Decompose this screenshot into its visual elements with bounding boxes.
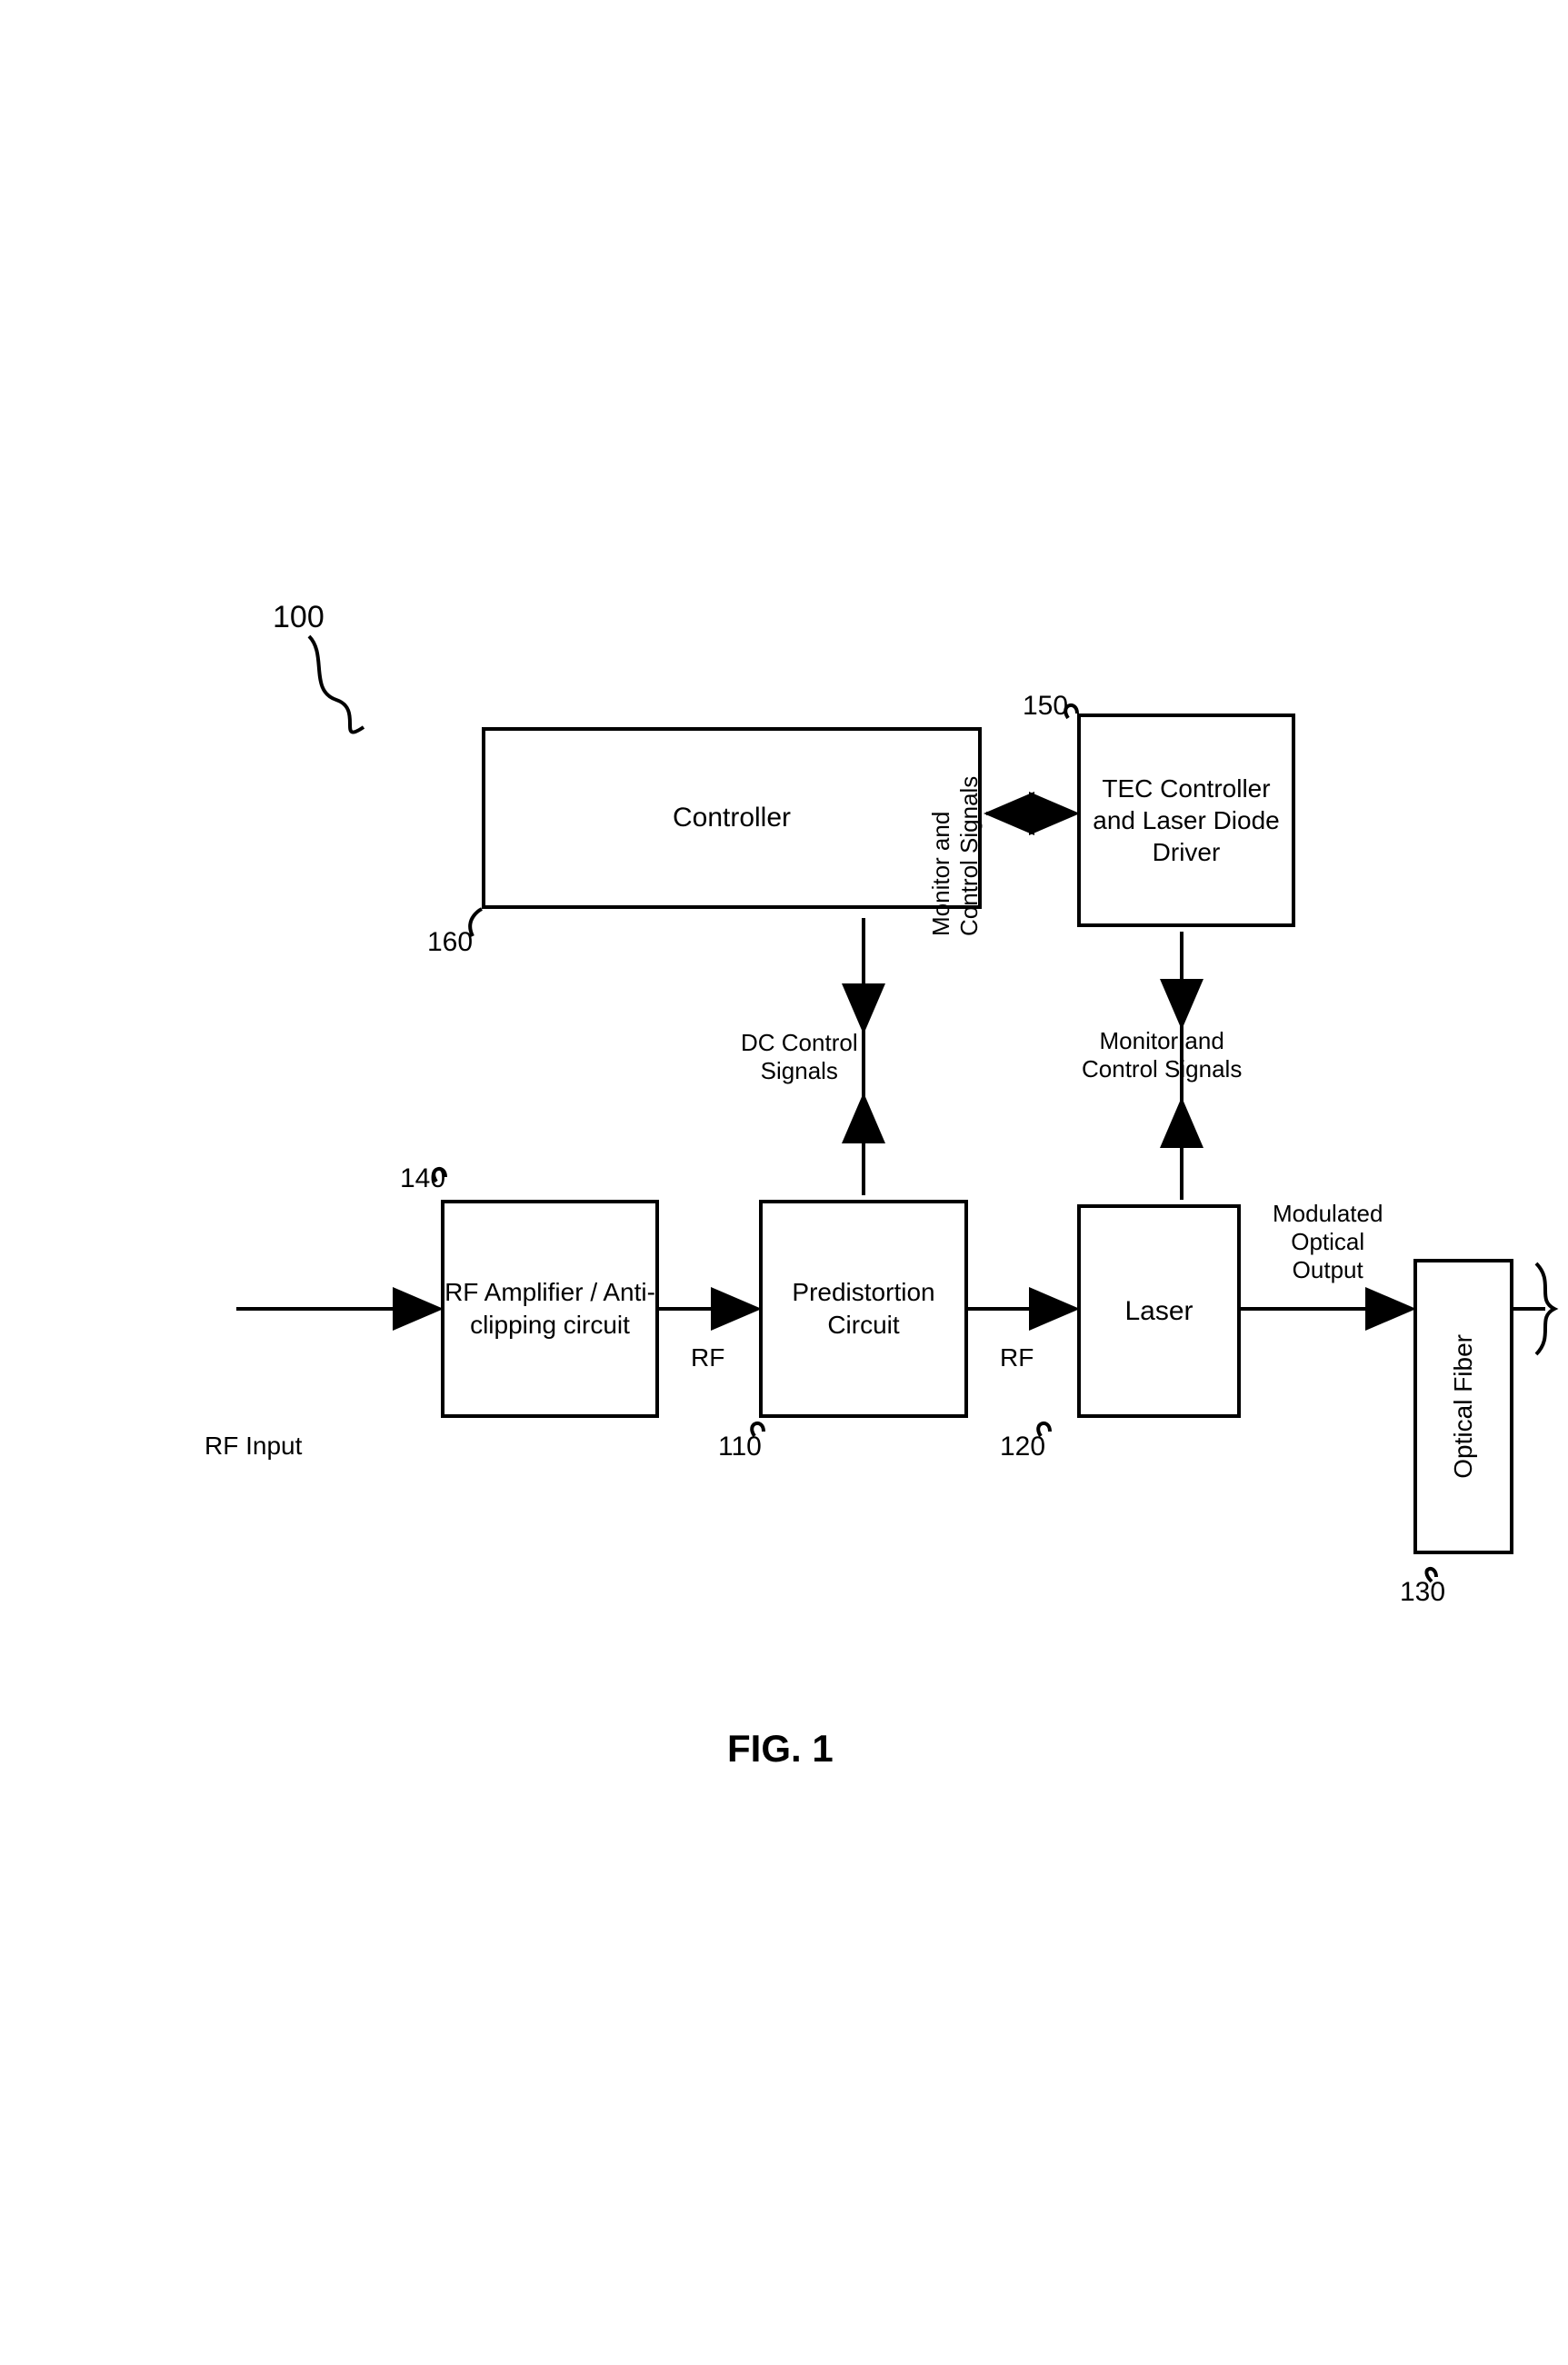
rf-input-label: RF Input	[205, 1432, 302, 1461]
ref-rfamp: 140	[400, 1163, 445, 1194]
rfamp-block: RF Amplifier / Anti-clipping circuit	[441, 1200, 659, 1418]
ref-laser: 120	[1000, 1432, 1045, 1462]
diagram-canvas: Controller TEC Controller and Laser Diod…	[0, 0, 1568, 2365]
ref-fiber: 130	[1400, 1577, 1445, 1608]
mod-out-label: Modulated Optical Output	[1273, 1200, 1383, 1285]
tec-block: TEC Controller and Laser Diode Driver	[1077, 713, 1295, 927]
mon-ctrl1-label: Monitor and Control Signals	[927, 776, 984, 936]
figure-label: FIG. 1	[727, 1727, 834, 1771]
fiber-label: Optical Fiber	[1449, 1334, 1478, 1479]
predistortion-block: Predistortion Circuit	[759, 1200, 968, 1418]
connectors	[0, 0, 1568, 2365]
ref-main: 100	[273, 600, 325, 635]
ref-controller: 160	[427, 927, 473, 958]
rf1-label: RF	[691, 1343, 724, 1372]
predistortion-label: Predistortion Circuit	[763, 1276, 964, 1342]
dc-control-label: DC Control Signals	[741, 1029, 858, 1085]
ref-tec: 150	[1023, 691, 1068, 722]
rf2-label: RF	[1000, 1343, 1034, 1372]
ref-predistort: 110	[718, 1432, 762, 1462]
rfamp-label: RF Amplifier / Anti-clipping circuit	[444, 1276, 655, 1342]
controller-block: Controller	[482, 727, 982, 909]
controller-label: Controller	[673, 803, 791, 833]
laser-label: Laser	[1124, 1296, 1193, 1327]
fiber-block: Optical Fiber	[1413, 1259, 1513, 1554]
mon-ctrl2-label: Monitor and Control Signals	[1082, 1027, 1242, 1083]
laser-block: Laser	[1077, 1204, 1241, 1418]
tec-label: TEC Controller and Laser Diode Driver	[1081, 773, 1292, 868]
